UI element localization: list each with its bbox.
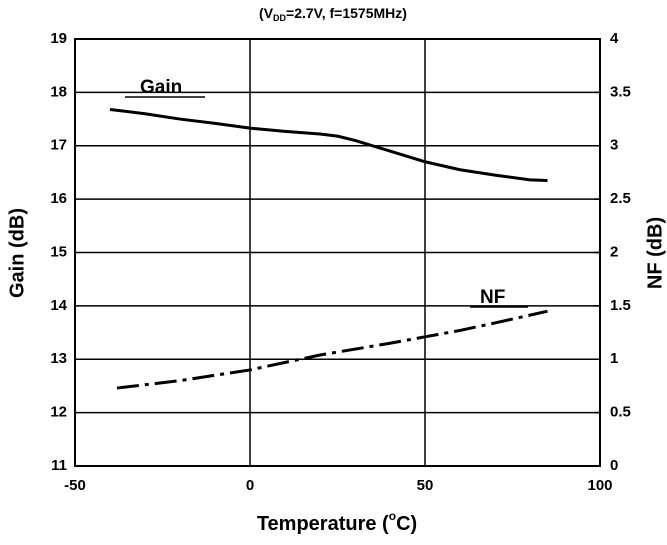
- y2-tick-label: 4: [610, 30, 619, 47]
- chart-title: (VDD=2.7V, f=1575MHz): [259, 5, 407, 24]
- y2-tick-label: 1: [610, 350, 618, 367]
- x-tick-label: 50: [417, 477, 434, 494]
- y2-tick-label: 3.5: [610, 83, 631, 100]
- y-tick-label: 16: [50, 190, 67, 207]
- y-tick-label: 18: [50, 83, 67, 100]
- y-axis-label: Gain (dB): [6, 208, 28, 298]
- y-tick-label: 11: [51, 457, 67, 474]
- series-label: Gain: [140, 77, 182, 98]
- x-tick-label: -50: [64, 477, 86, 494]
- y2-tick-label: 2.5: [610, 190, 631, 207]
- y2-tick-label: 1.5: [610, 297, 631, 314]
- y-tick-label: 13: [50, 350, 67, 367]
- x-tick-label: 0: [246, 477, 254, 494]
- x-tick-label: 100: [587, 477, 612, 494]
- y-tick-label: 14: [50, 297, 67, 314]
- y2-tick-label: 3: [610, 137, 618, 154]
- series-label: NF: [480, 287, 505, 308]
- plot-frame: [74, 38, 601, 467]
- series-line: [109, 107, 548, 182]
- x-axis-label: Temperature (oC): [257, 509, 417, 535]
- y2-tick-label: 2: [610, 243, 618, 260]
- y2-tick-label: 0: [610, 457, 618, 474]
- y-tick-label: 17: [50, 137, 67, 154]
- y2-tick-label: 0.5: [610, 404, 631, 421]
- y2-axis-label: NF (dB): [644, 217, 666, 289]
- y-tick-label: 15: [50, 243, 67, 260]
- series-line: [116, 309, 548, 390]
- y-tick-label: 12: [50, 404, 67, 421]
- y-tick-label: 19: [50, 30, 67, 47]
